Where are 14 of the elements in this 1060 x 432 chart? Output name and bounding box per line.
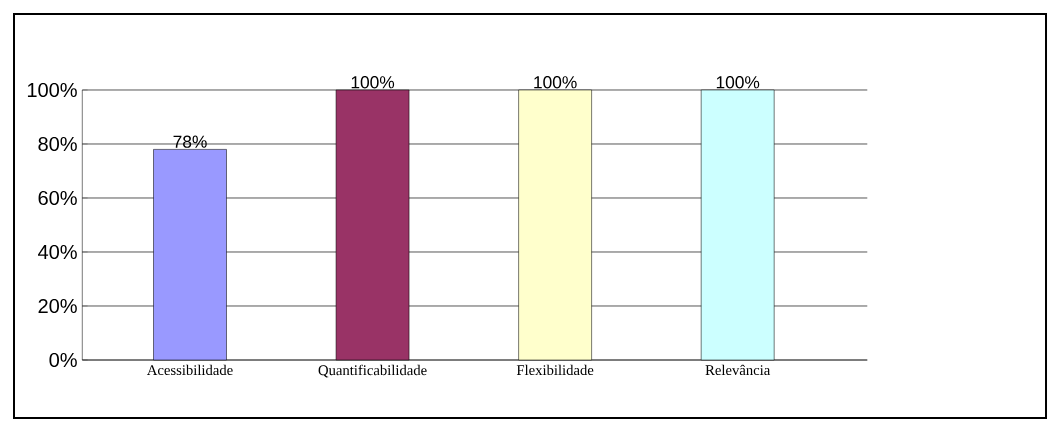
y-tick-label: 0% (49, 352, 77, 368)
x-tick-label: Acessibilidade (146, 364, 233, 376)
data-label: 100% (534, 76, 577, 89)
data-label: 78% (173, 135, 207, 148)
data-label: 100% (716, 76, 760, 89)
y-tick-label: 60% (38, 190, 77, 206)
y-tick-label: 20% (38, 298, 77, 314)
y-tick-label: 80% (38, 136, 77, 152)
y-tick-label: 100% (27, 82, 77, 98)
x-tick-label: Quantificabilidade (318, 364, 427, 378)
y-tick-label: 40% (38, 244, 77, 260)
data-label: 100% (351, 76, 395, 89)
x-tick-label: Relevância (705, 364, 771, 376)
x-tick-label: Flexibilidade (516, 364, 594, 376)
